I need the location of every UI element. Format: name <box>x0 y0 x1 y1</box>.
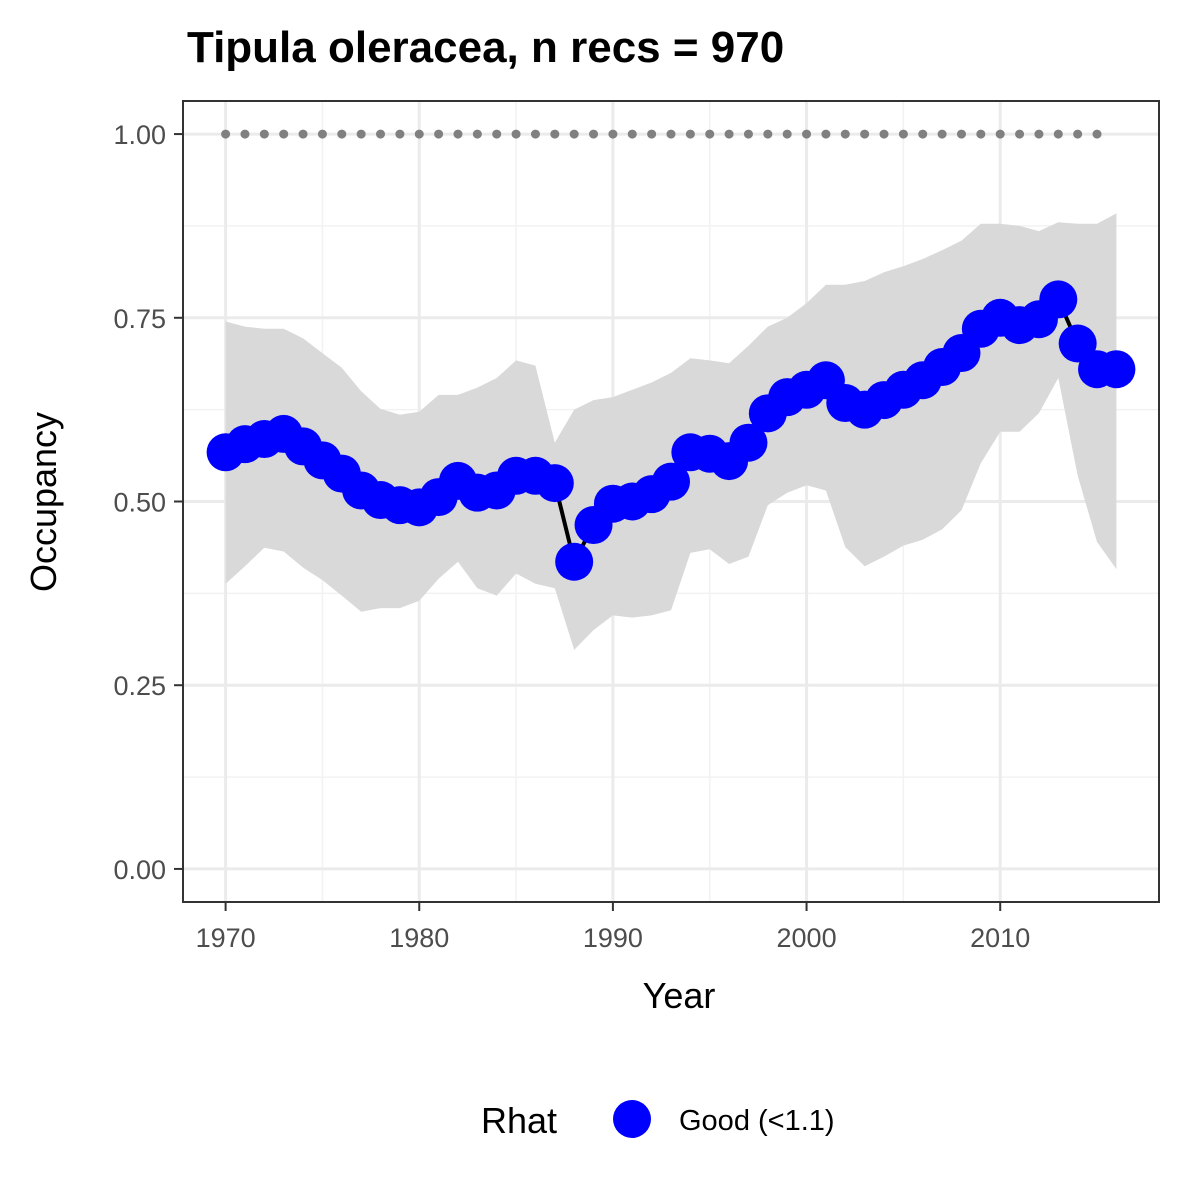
legend-title: Rhat <box>481 1100 557 1141</box>
reference-dot <box>1053 129 1063 139</box>
chart-title: Tipula oleracea, n recs = 970 <box>187 23 784 72</box>
reference-dot <box>937 129 947 139</box>
reference-dot <box>1073 129 1083 139</box>
reference-dot <box>1015 129 1025 139</box>
legend-label-good: Good (<1.1) <box>679 1105 835 1137</box>
reference-dot <box>492 129 502 139</box>
confidence-band <box>225 213 1117 650</box>
reference-dot <box>550 129 560 139</box>
reference-dot <box>608 129 618 139</box>
reference-dot <box>918 129 928 139</box>
reference-dot <box>666 129 676 139</box>
reference-dot <box>802 129 812 139</box>
reference-dot <box>511 129 521 139</box>
reference-dot <box>337 129 347 139</box>
reference-dot <box>453 129 463 139</box>
reference-dot <box>1092 129 1102 139</box>
reference-dot <box>782 129 792 139</box>
plot-panel <box>182 100 1160 903</box>
reference-dot <box>279 129 289 139</box>
reference-dot <box>743 129 753 139</box>
data-point <box>555 542 594 581</box>
x-axis-title: Year <box>643 975 716 1016</box>
reference-dot <box>259 129 269 139</box>
reference-dot <box>647 129 657 139</box>
reference-dot <box>840 129 850 139</box>
y-tick-label: 0.25 <box>113 671 166 701</box>
reference-dot <box>1034 129 1044 139</box>
reference-dot <box>685 129 695 139</box>
data-point <box>729 423 768 462</box>
reference-dot <box>376 129 386 139</box>
x-tick-label: 1980 <box>389 923 449 953</box>
y-axis-title: Occupancy <box>23 412 64 592</box>
x-axis: 1970 1980 1990 2000 2010 <box>196 902 1030 953</box>
reference-dot <box>395 129 405 139</box>
y-tick-label: 0.00 <box>113 855 166 885</box>
reference-dot <box>860 129 870 139</box>
reference-dot <box>221 129 231 139</box>
reference-dotted-line <box>221 129 1102 139</box>
y-axis: 0.00 0.25 0.50 0.75 1.00 <box>113 120 183 885</box>
reference-dot <box>898 129 908 139</box>
data-point <box>1039 280 1078 319</box>
y-tick-label: 0.75 <box>113 304 166 334</box>
reference-dot <box>976 129 986 139</box>
reference-dot <box>879 129 889 139</box>
reference-dot <box>317 129 327 139</box>
reference-dot <box>821 129 831 139</box>
legend-key-good <box>613 1100 651 1138</box>
reference-dot <box>705 129 715 139</box>
reference-dot <box>627 129 637 139</box>
occupancy-points <box>206 280 1136 581</box>
x-tick-label: 2000 <box>777 923 837 953</box>
reference-dot <box>298 129 308 139</box>
reference-dot <box>589 129 599 139</box>
reference-dot <box>356 129 366 139</box>
y-tick-label: 1.00 <box>113 120 166 150</box>
reference-dot <box>995 129 1005 139</box>
x-tick-label: 1970 <box>196 923 256 953</box>
x-tick-label: 2010 <box>970 923 1030 953</box>
x-tick-label: 1990 <box>583 923 643 953</box>
reference-dot <box>763 129 773 139</box>
data-point <box>652 462 690 501</box>
reference-dot <box>434 129 444 139</box>
reference-dot <box>569 129 579 139</box>
reference-dot <box>724 129 734 139</box>
data-point <box>535 464 574 503</box>
reference-dot <box>414 129 424 139</box>
data-point <box>1097 350 1136 389</box>
reference-dot <box>472 129 482 139</box>
reference-dot <box>956 129 966 139</box>
y-tick-label: 0.50 <box>113 488 166 518</box>
legend: Rhat Good (<1.1) <box>481 1100 835 1141</box>
reference-dot <box>240 129 250 139</box>
reference-dot <box>530 129 540 139</box>
